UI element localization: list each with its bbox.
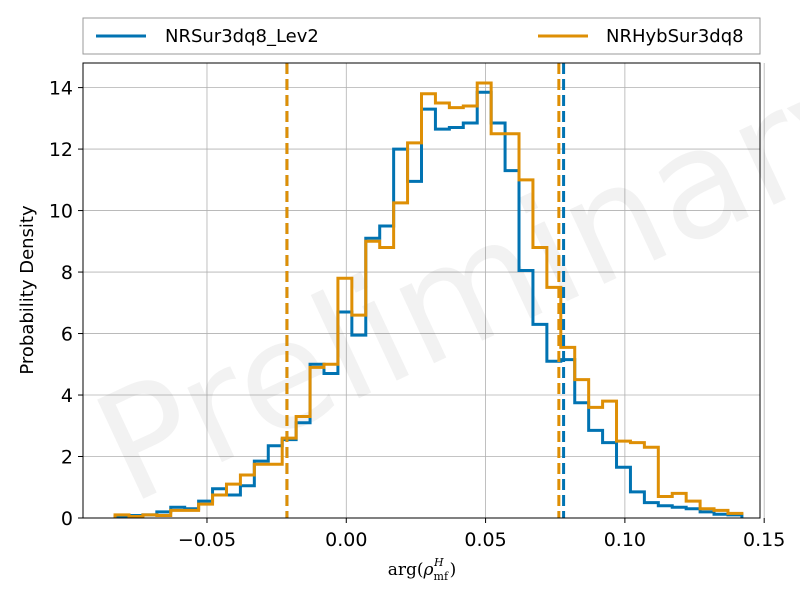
histogram-step-line xyxy=(113,81,744,518)
x-tick-label: 0.10 xyxy=(604,529,646,551)
x-tick-label: −0.05 xyxy=(178,529,236,551)
y-axis-label: Probability Density xyxy=(17,205,38,375)
y-tick-label: 14 xyxy=(49,78,73,100)
x-axis-label: arg(ρmfH) xyxy=(388,556,457,583)
y-tick-label: 12 xyxy=(49,139,73,161)
legend-label-nrhybsur: NRHybSur3dq8 xyxy=(606,26,744,47)
x-axis-ticks: −0.05 0.00 0.05 0.10 0.15 xyxy=(178,518,785,551)
plot-frame xyxy=(82,62,761,519)
x-label-rho: ρ xyxy=(423,560,434,580)
x-label-sub: mf xyxy=(434,570,449,583)
y-tick-label: 8 xyxy=(61,262,73,284)
y-axis-ticks: 0 2 4 6 8 10 12 14 xyxy=(49,78,83,530)
x-tick-label: 0.15 xyxy=(743,529,785,551)
y-tick-label: 4 xyxy=(61,385,73,407)
histogram-step-line xyxy=(113,90,744,518)
y-tick-label: 2 xyxy=(61,447,73,469)
legend-label-nrsur: NRSur3dq8_Lev2 xyxy=(165,26,319,47)
y-tick-label: 0 xyxy=(61,508,73,530)
x-tick-label: 0.05 xyxy=(464,529,506,551)
y-tick-label: 10 xyxy=(49,201,73,223)
x-label-sup: H xyxy=(433,556,444,569)
legend-box xyxy=(82,17,761,55)
credible-interval-lines xyxy=(285,63,566,518)
x-label-arg: arg( xyxy=(388,560,424,580)
series-nrsur3dq8-lev2 xyxy=(113,90,744,518)
series-layer xyxy=(113,81,744,518)
legend: NRSur3dq8_Lev2 NRHybSur3dq8 xyxy=(82,17,761,55)
y-tick-label: 6 xyxy=(61,324,73,346)
series-nrhybsur3dq8 xyxy=(113,81,744,518)
x-tick-label: 0.00 xyxy=(325,529,367,551)
x-label-close: ) xyxy=(450,560,457,580)
